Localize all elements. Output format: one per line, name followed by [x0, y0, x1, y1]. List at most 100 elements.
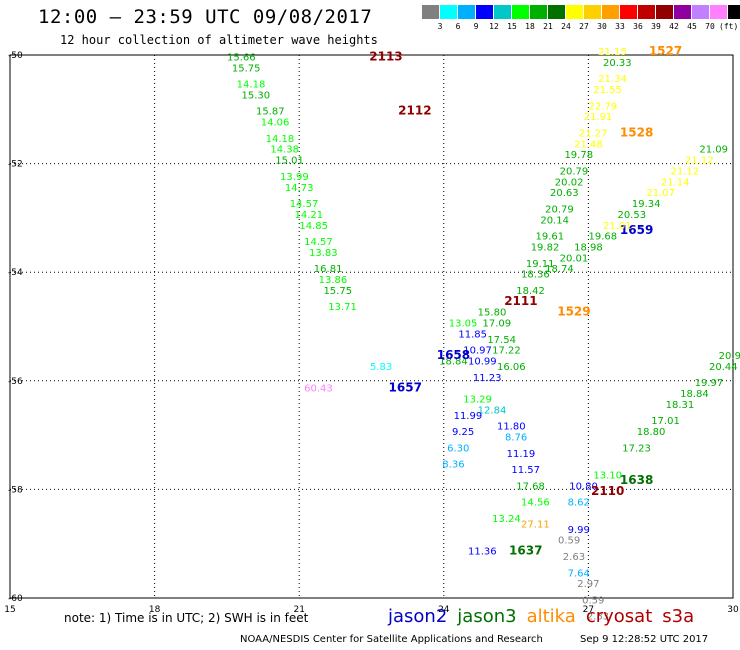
- satellite-legend-item: altika: [526, 606, 576, 627]
- scale-swatch: [602, 5, 620, 19]
- scale-swatch: [530, 5, 548, 19]
- wave-height-value: 19.61: [536, 232, 565, 243]
- x-tick-label: 15: [4, 605, 15, 615]
- wave-height-value: 21.12: [685, 156, 714, 167]
- wave-height-value: 21.48: [574, 139, 603, 150]
- wave-height-value: 17.09: [482, 319, 511, 330]
- footer-credit: NOAA/NESDIS Center for Satellite Applica…: [240, 634, 543, 645]
- chart-title: 12:00 – 23:59 UTC 09/08/2017: [38, 6, 373, 28]
- wave-height-value: 20.53: [617, 210, 646, 221]
- wave-height-value: 5.83: [370, 362, 392, 373]
- scale-swatch: [476, 5, 494, 19]
- scale-swatch: [620, 5, 638, 19]
- wave-height-value: 20.79: [560, 166, 589, 177]
- scale-swatch: [656, 5, 674, 19]
- wave-height-value: 17.68: [516, 481, 545, 492]
- scale-label: 18: [525, 22, 535, 31]
- wave-height-value: 20.01: [560, 253, 589, 264]
- wave-height-value: 21.09: [699, 145, 728, 156]
- track-label: 2113: [369, 49, 402, 63]
- y-tick-label: -52: [8, 160, 23, 170]
- wave-height-value: 0.59: [582, 595, 604, 606]
- x-tick-label: 30: [727, 605, 739, 615]
- map-frame: [9, 54, 734, 599]
- y-tick-label: -58: [8, 485, 23, 495]
- wave-height-value: 12.84: [478, 405, 507, 416]
- wave-height-value: 17.22: [492, 346, 521, 357]
- wave-height-value: 6.30: [447, 443, 469, 454]
- satellite-legend-item: s3a: [662, 606, 695, 627]
- wave-height-value: 21.12: [670, 166, 699, 177]
- wave-height-value: 18.98: [574, 242, 603, 253]
- wave-height-value: 14.21: [295, 210, 324, 221]
- track-label: 2110: [591, 484, 624, 498]
- scale-label: (ft): [719, 22, 739, 31]
- wave-height-value: 13.29: [463, 395, 492, 406]
- wave-height-value: 11.99: [454, 411, 483, 422]
- wave-height-value: 13.86: [319, 275, 348, 286]
- wave-height-value: 20.44: [709, 362, 738, 373]
- y-tick-label: -56: [8, 377, 23, 387]
- wave-height-value: 9.99: [568, 525, 590, 536]
- wave-height-value: 19.97: [695, 378, 724, 389]
- scale-label: 30: [597, 22, 607, 31]
- scale-label: 36: [633, 22, 643, 31]
- scale-label: 24: [561, 22, 571, 31]
- scale-label: 3: [437, 22, 443, 31]
- wave-height-value: 14.18: [237, 80, 266, 91]
- wave-height-value: 14.38: [270, 145, 299, 156]
- wave-height-value: 15.80: [478, 308, 507, 319]
- scale-label: 15: [507, 22, 517, 31]
- wave-height-value: 15.75: [323, 286, 352, 297]
- scale-label: 21: [543, 22, 553, 31]
- wave-height-value: 21.01: [603, 221, 632, 232]
- wave-height-value: 14.85: [299, 221, 328, 232]
- scale-swatch: [440, 5, 458, 19]
- wave-height-value: 19.11: [526, 259, 555, 270]
- wave-height-value: 11.80: [497, 422, 526, 433]
- scale-swatch: [566, 5, 584, 19]
- wave-height-value: 11.23: [473, 373, 502, 384]
- wave-height-value: 21.27: [579, 128, 608, 139]
- wave-height-value: 18.74: [545, 264, 574, 275]
- track-label: 1527: [649, 44, 682, 58]
- wave-height-value: 21.15: [598, 47, 627, 58]
- scale-label: 33: [615, 22, 625, 31]
- scale-swatch: [512, 5, 530, 19]
- wave-height-value: 13.99: [280, 172, 309, 183]
- scale-swatch: [548, 5, 566, 19]
- wave-height-value: 11.19: [507, 449, 536, 460]
- wave-height-value: 21.91: [584, 112, 613, 123]
- color-scale: [422, 5, 740, 19]
- footer: NOAA/NESDIS Center for Satellite Applica…: [240, 634, 708, 645]
- wave-height-value: 22.79: [589, 101, 618, 112]
- wave-height-value: 20.33: [603, 58, 632, 69]
- wave-height-value: 19.34: [632, 199, 661, 210]
- track-label: 1528: [620, 125, 653, 139]
- scale-label: 39: [651, 22, 661, 31]
- wave-height-value: 18.31: [666, 400, 695, 411]
- wave-height-value: 13.05: [449, 319, 478, 330]
- track-label: 1657: [389, 381, 422, 395]
- wave-height-value: 8.76: [505, 433, 527, 444]
- wave-height-value: 15.66: [227, 52, 256, 63]
- wave-height-value: 11.57: [511, 465, 540, 476]
- wave-height-value: 20.63: [550, 188, 579, 199]
- scale-swatch: [674, 5, 692, 19]
- color-scale-labels: 3 6 9 12 15 18 21 24 27 30 33 36 39 42 45 70 (ft): [422, 22, 739, 31]
- wave-height-value: 11.85: [458, 329, 487, 340]
- scale-swatch: [458, 5, 476, 19]
- x-tick-label: 27: [583, 605, 594, 615]
- track-label: 1659: [620, 223, 653, 237]
- wave-height-value: 20.14: [540, 215, 569, 226]
- wave-height-value: 19.82: [531, 242, 560, 253]
- satellite-legend-item: jason2: [388, 606, 448, 627]
- note-text: note: 1) Time is in UTC; 2) SWH is in fe…: [64, 611, 309, 625]
- wave-height-value: 17.23: [622, 443, 651, 454]
- wave-height-value: 60.43: [304, 384, 333, 395]
- wave-height-value: 10.99: [468, 357, 497, 368]
- wave-height-value: 18.80: [637, 427, 666, 438]
- wave-height-value: 10.80: [569, 481, 598, 492]
- scale-swatch: [692, 5, 710, 19]
